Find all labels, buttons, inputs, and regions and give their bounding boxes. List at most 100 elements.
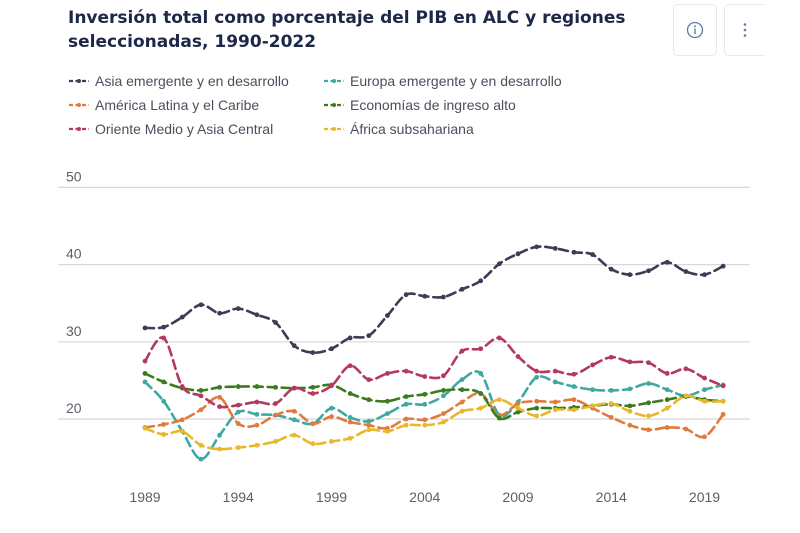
data-point[interactable] [608,354,614,360]
data-point[interactable] [273,320,278,325]
data-point[interactable] [161,432,167,437]
data-point[interactable] [254,399,260,405]
data-point[interactable] [534,405,540,411]
data-point[interactable] [291,432,297,438]
data-point[interactable] [646,413,651,419]
data-point[interactable] [552,407,558,413]
data-point[interactable] [329,405,334,411]
data-point[interactable] [664,387,670,393]
data-point[interactable] [217,394,223,400]
data-point[interactable] [571,397,577,403]
data-point[interactable] [142,325,148,331]
data-point[interactable] [422,417,428,423]
data-point[interactable] [496,335,502,341]
data-point[interactable] [142,425,148,431]
data-point[interactable] [627,386,633,392]
data-point[interactable] [441,294,446,300]
data-point[interactable] [627,422,633,428]
data-point[interactable] [627,403,633,409]
data-point[interactable] [552,399,558,405]
data-point[interactable] [235,421,241,427]
data-point[interactable] [273,412,278,418]
data-point[interactable] [534,244,540,250]
legend-item-america-latina[interactable]: América Latina y el Caribe [68,94,323,116]
data-point[interactable] [608,415,614,420]
data-point[interactable] [254,384,260,389]
data-point[interactable] [198,388,204,393]
data-point[interactable] [366,418,372,424]
data-point[interactable] [217,404,223,410]
data-point[interactable] [608,401,614,406]
data-point[interactable] [590,362,595,368]
data-point[interactable] [534,413,540,419]
data-point[interactable] [235,402,241,408]
data-point[interactable] [664,371,670,376]
data-point[interactable] [534,398,540,404]
data-point[interactable] [478,278,484,284]
data-point[interactable] [366,427,372,433]
data-point[interactable] [179,384,185,389]
data-point[interactable] [198,393,204,399]
data-point[interactable] [329,438,334,444]
data-point[interactable] [459,377,465,383]
data-point[interactable] [273,384,278,390]
data-point[interactable] [646,381,651,386]
data-point[interactable] [422,401,428,407]
data-point[interactable] [254,442,260,448]
data-point[interactable] [590,403,595,409]
data-point[interactable] [534,374,540,380]
data-point[interactable] [142,379,148,385]
data-point[interactable] [366,333,372,339]
legend-item-asia[interactable]: Asia emergente y en desarrollo [68,70,323,92]
data-point[interactable] [441,393,446,399]
data-point[interactable] [720,383,726,389]
data-point[interactable] [646,427,651,433]
info-button[interactable] [673,4,717,56]
data-point[interactable] [273,438,278,444]
data-point[interactable] [459,399,465,405]
data-point[interactable] [217,446,223,452]
data-point[interactable] [161,324,167,330]
data-point[interactable] [627,359,633,365]
data-point[interactable] [310,350,316,356]
data-point[interactable] [496,397,502,403]
data-point[interactable] [347,419,353,425]
data-point[interactable] [608,388,614,393]
data-point[interactable] [571,249,577,255]
legend-item-europa[interactable]: Europa emergente y en desarrollo [323,70,623,92]
data-point[interactable] [664,425,670,430]
data-point[interactable] [646,400,651,406]
data-point[interactable] [515,354,521,359]
data-point[interactable] [683,426,689,432]
data-point[interactable] [198,302,204,308]
data-point[interactable] [552,245,558,251]
data-point[interactable] [142,358,148,364]
data-point[interactable] [161,335,167,341]
data-point[interactable] [478,405,484,411]
data-point[interactable] [571,371,577,377]
data-point[interactable] [161,398,167,404]
data-point[interactable] [142,371,148,376]
data-point[interactable] [571,407,577,413]
data-point[interactable] [310,384,316,390]
data-point[interactable] [496,261,502,267]
data-point[interactable] [590,252,595,257]
more-options-button[interactable] [724,4,765,56]
data-point[interactable] [161,379,167,385]
data-point[interactable] [235,409,241,415]
data-point[interactable] [702,272,707,278]
data-point[interactable] [441,388,446,393]
data-point[interactable] [496,415,502,421]
data-point[interactable] [217,432,223,438]
legend-item-africa[interactable]: África subsahariana [323,118,623,140]
data-point[interactable] [646,360,651,366]
data-point[interactable] [552,379,558,385]
data-point[interactable] [683,269,689,274]
data-point[interactable] [627,408,633,414]
data-point[interactable] [385,371,390,376]
data-point[interactable] [385,398,390,404]
data-point[interactable] [198,456,204,462]
data-point[interactable] [329,383,334,389]
data-point[interactable] [702,375,707,381]
data-point[interactable] [720,411,726,417]
